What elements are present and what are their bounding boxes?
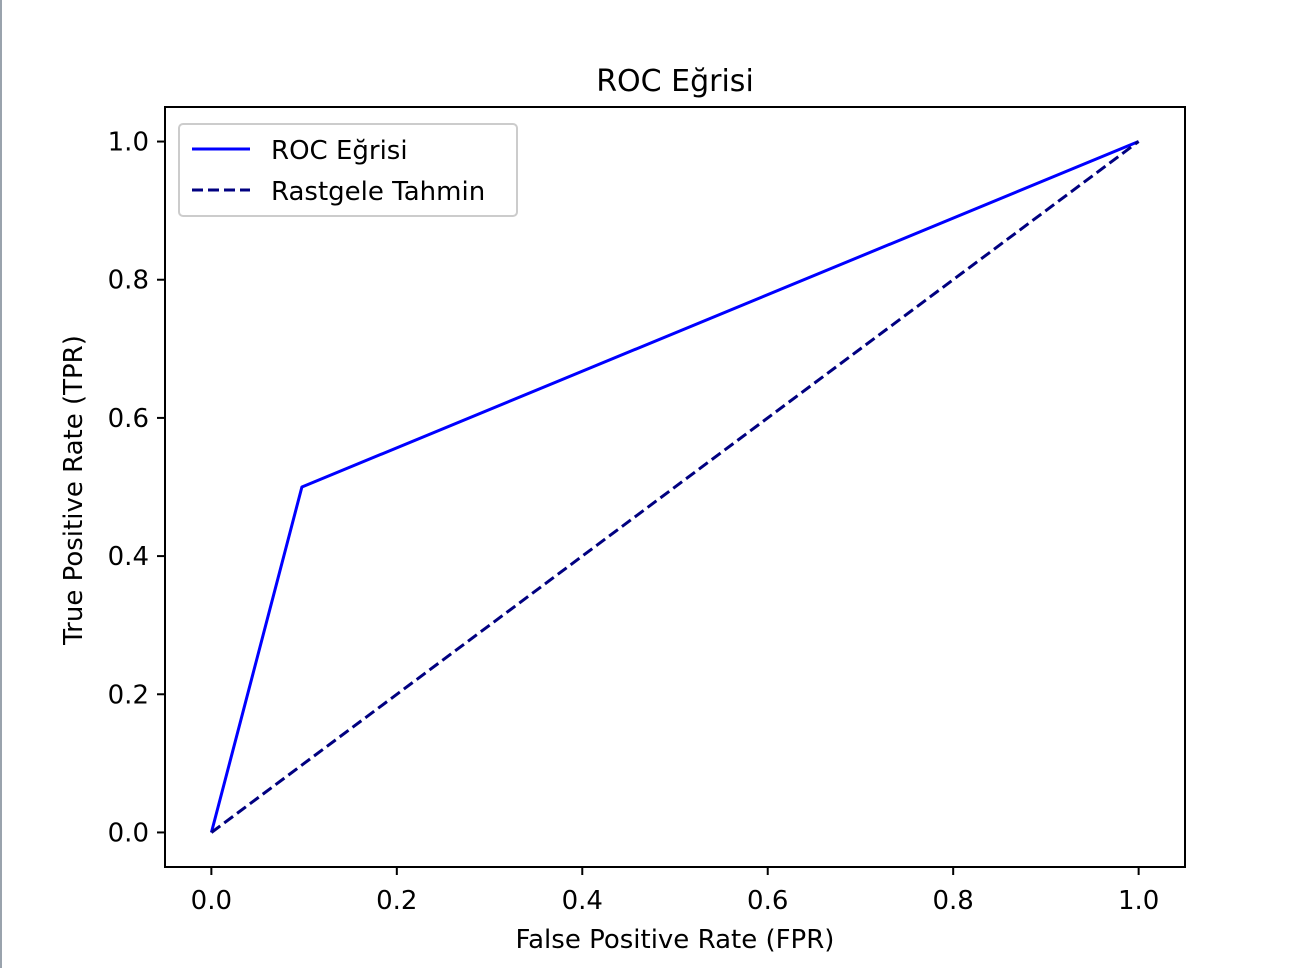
series-line-0 xyxy=(209,140,1140,833)
y-tick-label: 0.6 xyxy=(108,404,149,434)
x-axis: 0.0 0.2 0.4 0.6 0.8 1.0 xyxy=(191,867,1159,916)
y-tick-label: 0.8 xyxy=(108,266,149,296)
x-axis-label: False Positive Rate (FPR) xyxy=(516,925,835,955)
y-axis-label: True Positive Rate (TPR) xyxy=(59,335,89,646)
x-tick-label: 1.0 xyxy=(1118,886,1159,916)
plot-frame xyxy=(164,106,1186,868)
y-tick-label: 1.0 xyxy=(108,128,149,158)
y-tick-label: 0.2 xyxy=(108,680,149,710)
y-tick-label: 0.0 xyxy=(108,818,149,848)
window-edge xyxy=(0,0,2,968)
legend-box xyxy=(178,123,518,217)
legend-label-random: Rastgele Tahmin xyxy=(271,177,485,207)
y-tick-label: 0.4 xyxy=(108,542,149,572)
x-tick-label: 0.8 xyxy=(933,886,974,916)
y-axis: 0.0 0.2 0.4 0.6 0.8 1.0 xyxy=(108,128,165,848)
x-tick-label: 0.0 xyxy=(191,886,232,916)
series-layer xyxy=(209,140,1140,834)
x-tick-label: 0.4 xyxy=(562,886,603,916)
series-line-1 xyxy=(210,140,1140,834)
x-tick-label: 0.2 xyxy=(376,886,417,916)
legend: ROC Eğrisi Rastgele Tahmin xyxy=(178,123,518,217)
x-tick-label: 0.6 xyxy=(747,886,788,916)
chart-title: ROC Eğrisi xyxy=(596,64,754,99)
legend-label-roc: ROC Eğrisi xyxy=(271,136,408,166)
